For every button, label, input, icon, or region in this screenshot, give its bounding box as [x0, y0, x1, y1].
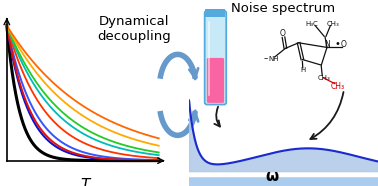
- Text: •: •: [335, 39, 340, 49]
- Text: H: H: [301, 67, 306, 73]
- Text: –: –: [264, 54, 268, 63]
- Text: O: O: [341, 40, 347, 49]
- Bar: [206, 9, 225, 17]
- Bar: [189, 181, 378, 185]
- Bar: [189, 179, 378, 183]
- Bar: [189, 180, 378, 184]
- Bar: [189, 180, 378, 185]
- Text: N: N: [324, 40, 330, 49]
- Bar: [189, 180, 378, 185]
- Text: ω: ω: [266, 169, 279, 184]
- Bar: [189, 180, 378, 185]
- Text: H₃C: H₃C: [305, 21, 318, 27]
- Bar: [189, 177, 378, 182]
- FancyBboxPatch shape: [207, 58, 224, 103]
- Text: CH₃: CH₃: [317, 75, 330, 81]
- Text: CH₃: CH₃: [330, 82, 344, 91]
- Bar: [189, 177, 378, 182]
- Bar: [189, 179, 378, 184]
- Bar: [189, 179, 378, 184]
- Bar: [189, 178, 378, 183]
- Bar: [189, 177, 378, 182]
- Bar: [189, 181, 378, 186]
- Bar: [189, 181, 378, 185]
- Bar: [189, 178, 378, 182]
- Bar: [189, 178, 378, 183]
- Bar: [189, 181, 378, 186]
- Bar: [189, 181, 378, 186]
- Text: CH₃: CH₃: [326, 21, 339, 27]
- Bar: [189, 179, 378, 184]
- Bar: [189, 180, 378, 184]
- Bar: [189, 180, 378, 185]
- Bar: [189, 178, 378, 182]
- Bar: [189, 178, 378, 183]
- Bar: [189, 179, 378, 184]
- Bar: [189, 181, 378, 186]
- Bar: [189, 179, 378, 183]
- Bar: [189, 178, 378, 183]
- Bar: [189, 181, 378, 185]
- Bar: [189, 181, 378, 186]
- Text: O: O: [280, 29, 285, 38]
- Text: T: T: [81, 178, 90, 186]
- Bar: [189, 179, 378, 184]
- Text: Dynamical
decoupling: Dynamical decoupling: [97, 15, 171, 43]
- Bar: [189, 179, 378, 184]
- Bar: [189, 178, 378, 183]
- Bar: [189, 180, 378, 185]
- Bar: [189, 177, 378, 182]
- Bar: [189, 177, 378, 182]
- Bar: [189, 177, 378, 182]
- Bar: [189, 178, 378, 182]
- Bar: [189, 179, 378, 183]
- Text: Noise spectrum: Noise spectrum: [231, 2, 336, 15]
- Text: NH: NH: [268, 56, 279, 62]
- Bar: [189, 180, 378, 185]
- FancyBboxPatch shape: [205, 11, 226, 105]
- Bar: [189, 177, 378, 182]
